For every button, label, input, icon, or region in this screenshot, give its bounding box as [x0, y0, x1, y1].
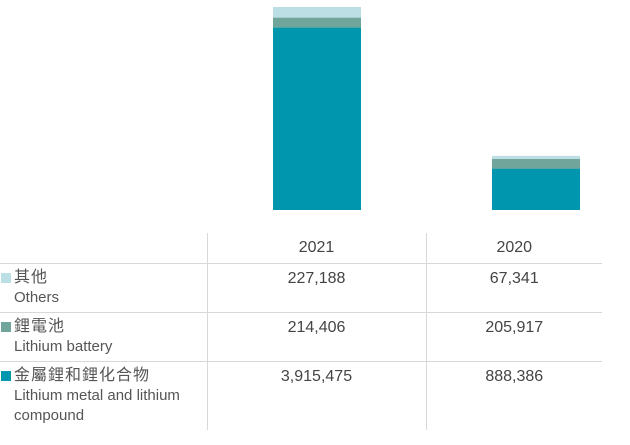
row-label-zh: 其他 — [14, 269, 49, 286]
others-legend-swatch — [1, 273, 11, 283]
row-label-en: Others — [14, 289, 60, 306]
table-header-row: 2021 2020 — [0, 233, 602, 264]
bar-segment-2020-lithium-metal — [492, 168, 580, 210]
table-row: 金屬鋰和鋰化合物 Lithium metal and lithium compo… — [0, 361, 602, 431]
data-table: 2021 2020 其他 Others 227,188 67,341 鋰電池 L… — [0, 233, 602, 430]
lithium-battery-legend-swatch — [1, 322, 11, 332]
stacked-bar-chart — [273, 7, 580, 211]
row-label-en: Lithium metal and lithium compound — [14, 387, 180, 424]
row-label-lithium-battery: 鋰電池 Lithium battery — [0, 312, 207, 362]
bar-segment-2021-lithium-battery — [273, 17, 361, 28]
column-header-2021: 2021 — [206, 233, 426, 264]
table-cell-value: 67,341 — [425, 263, 602, 313]
bar-segment-2021-others — [273, 7, 361, 18]
row-label-zh: 金屬鋰和鋰化合物 — [14, 367, 151, 384]
table-cell-value: 888,386 — [425, 361, 602, 430]
row-label-others: 其他 Others — [0, 263, 207, 313]
bar-segment-2020-others — [492, 155, 580, 160]
table-cell-value: 3,915,475 — [206, 361, 426, 430]
row-label-en: Lithium battery — [14, 338, 113, 355]
bar-segment-2021-lithium-metal — [273, 27, 361, 211]
bar-segment-2020-lithium-battery — [492, 159, 580, 169]
row-label-zh: 鋰電池 — [14, 318, 66, 335]
table-row: 鋰電池 Lithium battery 214,406 205,917 — [0, 312, 602, 362]
column-header-2020: 2020 — [425, 233, 602, 264]
row-label-lithium-metal: 金屬鋰和鋰化合物 Lithium metal and lithium compo… — [0, 362, 207, 431]
lithium-metal-legend-swatch — [1, 371, 11, 381]
table-cell-value: 205,917 — [425, 312, 602, 362]
table-row: 其他 Others 227,188 67,341 — [0, 263, 602, 313]
table-cell-value: 214,406 — [206, 312, 426, 362]
table-cell-value: 227,188 — [206, 263, 426, 313]
table-header-blank — [0, 233, 207, 264]
